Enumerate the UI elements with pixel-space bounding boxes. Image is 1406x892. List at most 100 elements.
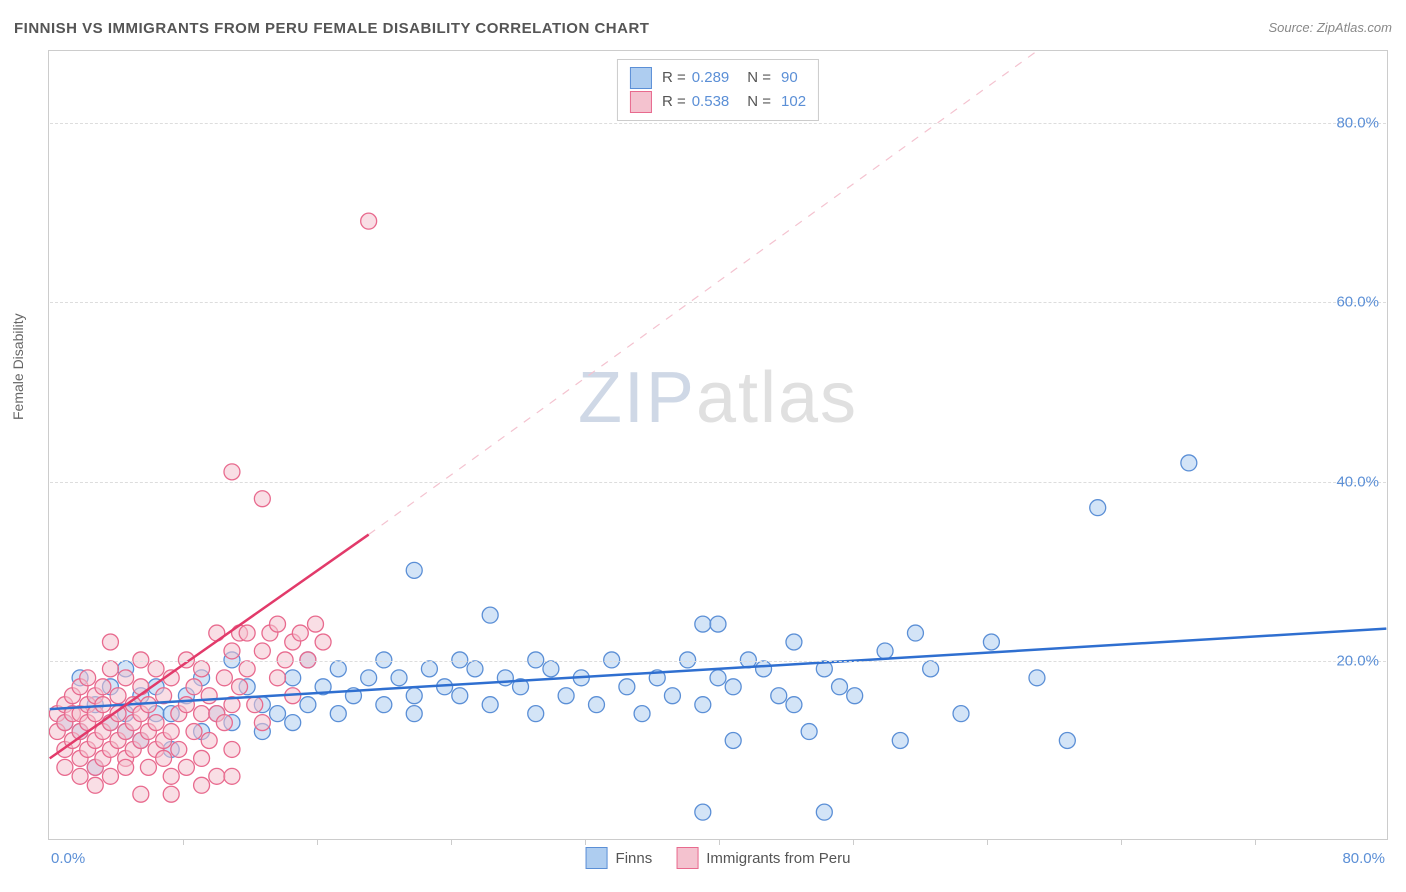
- data-point: [209, 768, 225, 784]
- x-tick-label-min: 0.0%: [51, 850, 85, 867]
- data-point: [482, 607, 498, 623]
- data-point: [247, 697, 263, 713]
- stat-n-label: N =: [747, 66, 771, 90]
- data-point: [80, 670, 96, 686]
- data-point: [816, 804, 832, 820]
- gridline: [50, 661, 1386, 662]
- data-point: [953, 706, 969, 722]
- data-point: [907, 625, 923, 641]
- data-point: [1181, 455, 1197, 471]
- data-point: [892, 733, 908, 749]
- data-point: [923, 661, 939, 677]
- data-point: [178, 759, 194, 775]
- legend-label: Immigrants from Peru: [706, 850, 850, 867]
- data-point: [452, 652, 468, 668]
- data-point: [695, 804, 711, 820]
- data-point: [847, 688, 863, 704]
- data-point: [983, 634, 999, 650]
- data-point: [877, 643, 893, 659]
- data-point: [452, 688, 468, 704]
- data-point: [604, 652, 620, 668]
- data-point: [664, 688, 680, 704]
- data-point: [201, 733, 217, 749]
- data-point: [270, 670, 286, 686]
- x-tick-label-max: 80.0%: [1342, 850, 1385, 867]
- data-point: [680, 652, 696, 668]
- data-point: [254, 643, 270, 659]
- stats-row: R =0.289 N = 90: [630, 66, 806, 90]
- data-point: [391, 670, 407, 686]
- data-point: [406, 688, 422, 704]
- x-tick: [1255, 839, 1256, 845]
- stat-r-label: R =: [662, 90, 686, 114]
- data-point: [786, 634, 802, 650]
- stat-r-value: 0.289: [692, 66, 730, 90]
- data-point: [376, 652, 392, 668]
- data-point: [87, 777, 103, 793]
- data-point: [163, 786, 179, 802]
- source-link[interactable]: ZipAtlas.com: [1317, 20, 1392, 35]
- data-point: [528, 652, 544, 668]
- x-tick: [317, 839, 318, 845]
- data-point: [528, 706, 544, 722]
- data-point: [194, 777, 210, 793]
- data-point: [361, 670, 377, 686]
- data-point: [201, 688, 217, 704]
- y-tick-label: 20.0%: [1336, 653, 1379, 670]
- data-point: [224, 464, 240, 480]
- data-point: [330, 706, 346, 722]
- data-point: [786, 697, 802, 713]
- data-point: [102, 634, 118, 650]
- series-swatch: [630, 91, 652, 113]
- chart-plot-area: ZIPatlas 20.0%40.0%60.0%80.0% R =0.289N …: [48, 50, 1388, 840]
- data-point: [194, 750, 210, 766]
- data-point: [710, 670, 726, 686]
- data-point: [57, 759, 73, 775]
- x-tick: [183, 839, 184, 845]
- gridline: [50, 123, 1386, 124]
- data-point: [194, 706, 210, 722]
- data-point: [163, 768, 179, 784]
- data-point: [140, 759, 156, 775]
- data-point: [133, 652, 149, 668]
- data-point: [1090, 500, 1106, 516]
- data-point: [118, 759, 134, 775]
- gridline: [50, 482, 1386, 483]
- stat-n-value: 102: [781, 90, 806, 114]
- data-point: [330, 661, 346, 677]
- data-point: [118, 670, 134, 686]
- data-point: [224, 741, 240, 757]
- data-point: [361, 213, 377, 229]
- legend-item: Finns: [586, 847, 653, 869]
- x-tick: [853, 839, 854, 845]
- correlation-stats-box: R =0.289N =90R =0.538N =102: [617, 59, 819, 121]
- data-point: [315, 634, 331, 650]
- stat-n-value: 90: [781, 66, 798, 90]
- data-point: [156, 750, 172, 766]
- data-point: [102, 768, 118, 784]
- data-point: [270, 616, 286, 632]
- stat-n-label: N =: [747, 90, 771, 114]
- data-point: [95, 679, 111, 695]
- x-tick: [585, 839, 586, 845]
- data-point: [102, 661, 118, 677]
- data-point: [110, 688, 126, 704]
- legend-item: Immigrants from Peru: [676, 847, 850, 869]
- data-point: [589, 697, 605, 713]
- data-point: [163, 724, 179, 740]
- scatter-svg: [49, 51, 1387, 839]
- data-point: [194, 661, 210, 677]
- data-point: [543, 661, 559, 677]
- data-point: [832, 679, 848, 695]
- data-point: [421, 661, 437, 677]
- data-point: [239, 625, 255, 641]
- x-tick: [719, 839, 720, 845]
- data-point: [216, 670, 232, 686]
- data-point: [376, 697, 392, 713]
- data-point: [277, 652, 293, 668]
- y-tick-label: 40.0%: [1336, 473, 1379, 490]
- legend-swatch: [676, 847, 698, 869]
- data-point: [186, 679, 202, 695]
- stat-r-label: R =: [662, 66, 686, 90]
- data-point: [254, 715, 270, 731]
